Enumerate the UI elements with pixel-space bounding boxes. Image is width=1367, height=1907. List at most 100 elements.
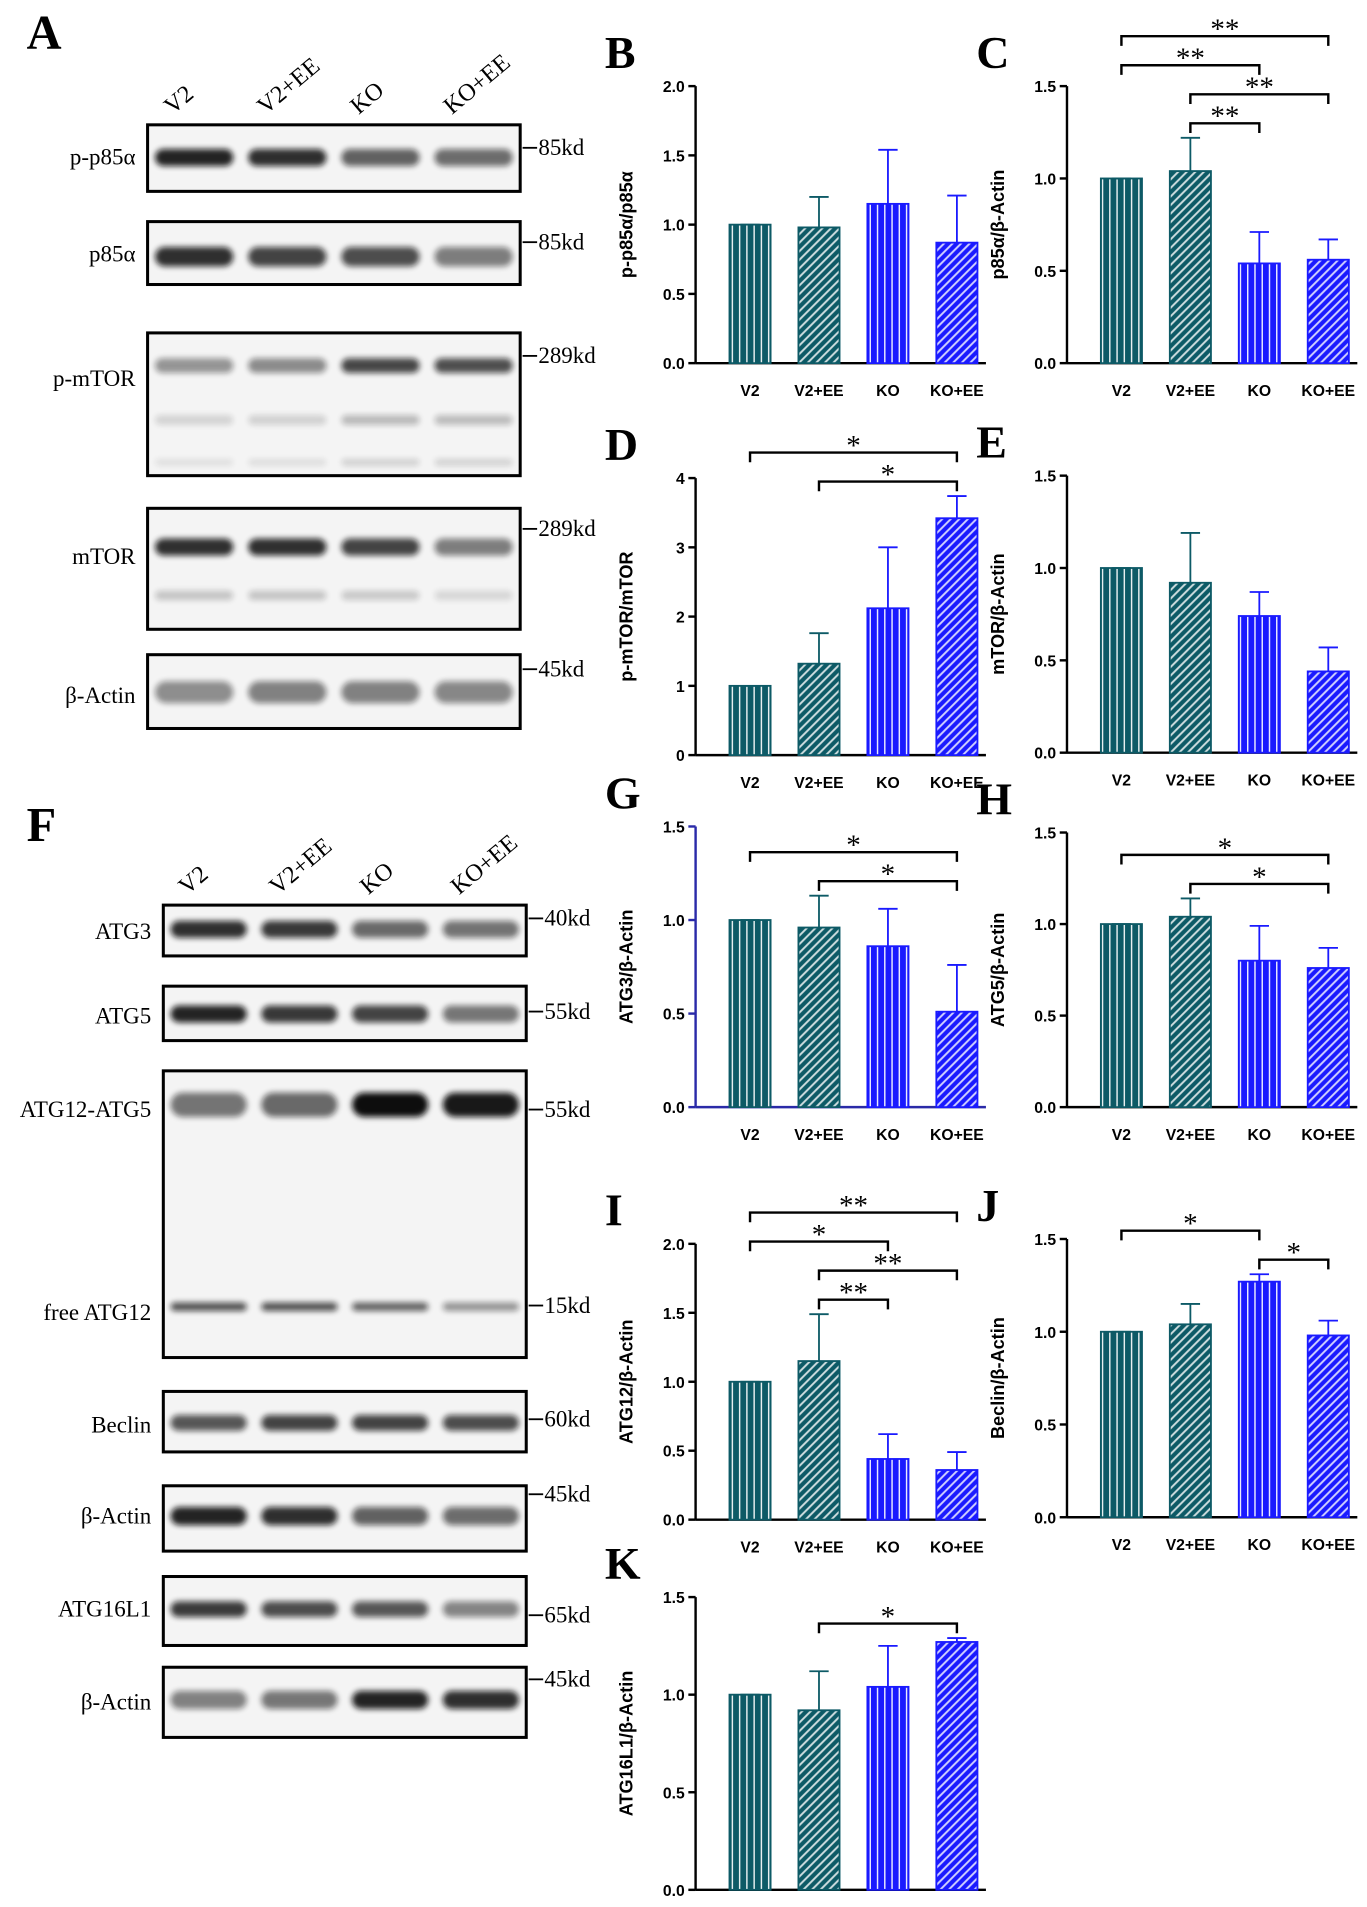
- protein-label: p-mTOR: [53, 366, 136, 391]
- significance-label: **: [1176, 43, 1205, 75]
- bar: [1168, 915, 1212, 1109]
- significance-label: *: [1218, 832, 1233, 864]
- x-tick-label: V2: [1112, 1127, 1131, 1144]
- blot-band: [248, 538, 327, 556]
- marker-label: 45kd: [544, 1482, 590, 1507]
- blot-band: [261, 1601, 338, 1618]
- blot-band: [341, 681, 420, 704]
- marker-label: 55kd: [544, 999, 590, 1024]
- significance-bracket: [1258, 1258, 1330, 1270]
- significance-bracket: [817, 1298, 890, 1310]
- y-tick-label: 1.5: [663, 1590, 685, 1607]
- blot-band: [352, 1506, 429, 1526]
- blot-band: [352, 1601, 429, 1618]
- y-tick-label: 1.0: [1034, 1325, 1056, 1342]
- panel-label: K: [605, 1538, 641, 1589]
- blot-band: [341, 149, 420, 166]
- protein-label: mTOR: [72, 544, 136, 569]
- panel-label: H: [976, 773, 1012, 824]
- bar: [797, 226, 841, 365]
- blot-band: [170, 1092, 247, 1117]
- blot-membrane: [146, 331, 522, 478]
- x-tick-label: V2+EE: [794, 1539, 843, 1556]
- marker-label: 60kd: [544, 1407, 590, 1432]
- significance-bracket: [817, 1622, 959, 1634]
- lane-label: V2+EE: [264, 833, 337, 900]
- lane-label: V2: [173, 860, 213, 900]
- panel-label: E: [976, 417, 1007, 468]
- significance-bracket: [817, 480, 959, 492]
- panel-label: G: [605, 767, 641, 818]
- significance-bracket: [1120, 1229, 1261, 1241]
- blot-band: [442, 1690, 519, 1709]
- y-tick-label: 1.0: [663, 1688, 685, 1705]
- x-tick-label: KO+EE: [930, 1127, 984, 1144]
- y-axis-label: ATG5/β-Actin: [988, 913, 1008, 1027]
- blot-band: [442, 1415, 519, 1431]
- blot-band: [155, 358, 234, 373]
- significance-bracket: [1120, 853, 1330, 865]
- blot-band: [170, 1005, 247, 1023]
- y-tick-label: 0.0: [663, 1513, 685, 1530]
- x-tick-label: KO: [1248, 1127, 1272, 1144]
- significance-bracket: [1120, 64, 1261, 75]
- blot-band: [442, 1601, 519, 1618]
- marker-label: 45kd: [538, 656, 584, 681]
- blot-band: [434, 247, 513, 267]
- significance-bracket: [1120, 35, 1330, 46]
- bar: [1168, 170, 1212, 365]
- bar: [866, 945, 910, 1109]
- marker-label: 289kd: [538, 343, 596, 368]
- blot-band: [261, 1506, 338, 1526]
- panel-label: C: [976, 27, 1009, 78]
- protein-label: free ATG12: [43, 1300, 151, 1325]
- marker-label: 289kd: [538, 516, 596, 541]
- blot-band: [155, 681, 234, 704]
- x-tick-label: V2: [740, 1127, 759, 1144]
- blot-band: [442, 1005, 519, 1023]
- bar: [728, 1693, 772, 1891]
- lane-label: V2+EE: [252, 52, 325, 119]
- bar: [1099, 1330, 1143, 1519]
- y-tick-label: 0.5: [1034, 653, 1056, 670]
- significance-label: **: [1245, 72, 1274, 104]
- panel-label: D: [605, 419, 638, 470]
- x-tick-label: KO+EE: [1301, 772, 1355, 789]
- y-tick-label: 1.0: [663, 1375, 685, 1392]
- x-tick-label: KO: [876, 775, 900, 792]
- y-axis-label: p85α/β-Actin: [988, 170, 1008, 280]
- x-tick-label: V2: [740, 383, 759, 400]
- bar: [797, 926, 841, 1109]
- marker-label: 85kd: [538, 135, 584, 160]
- y-tick-label: 0.5: [1034, 264, 1056, 281]
- y-tick-label: 1.0: [1034, 917, 1056, 934]
- blot-band: [248, 247, 327, 267]
- bar: [728, 1380, 772, 1521]
- significance-label: *: [846, 430, 861, 462]
- y-tick-label: 0.0: [663, 1883, 685, 1900]
- blot-band: [352, 1092, 429, 1117]
- x-tick-label: KO: [1248, 772, 1272, 789]
- bar: [935, 517, 979, 757]
- lane-label: KO+EE: [438, 49, 515, 120]
- x-tick-label: V2+EE: [1166, 1537, 1215, 1554]
- panel-label: F: [27, 799, 57, 852]
- significance-bracket: [1189, 93, 1330, 104]
- y-tick-label: 3: [676, 540, 685, 557]
- y-tick-label: 1.5: [1034, 826, 1056, 843]
- bar: [1099, 177, 1143, 365]
- significance-bracket: [748, 850, 959, 862]
- significance-label: **: [839, 1277, 868, 1309]
- y-tick-label: 0.5: [663, 1785, 685, 1802]
- blot-band: [352, 1690, 429, 1709]
- x-tick-label: KO+EE: [930, 775, 984, 792]
- y-tick-label: 2.0: [663, 1237, 685, 1254]
- significance-label: **: [839, 1190, 868, 1222]
- marker-label: 85kd: [538, 229, 584, 254]
- y-axis-label: mTOR/β-Actin: [988, 553, 1008, 675]
- panel-label: A: [27, 7, 62, 60]
- bar: [1168, 1323, 1212, 1519]
- y-tick-label: 1.0: [1034, 561, 1056, 578]
- blot-band: [248, 358, 327, 373]
